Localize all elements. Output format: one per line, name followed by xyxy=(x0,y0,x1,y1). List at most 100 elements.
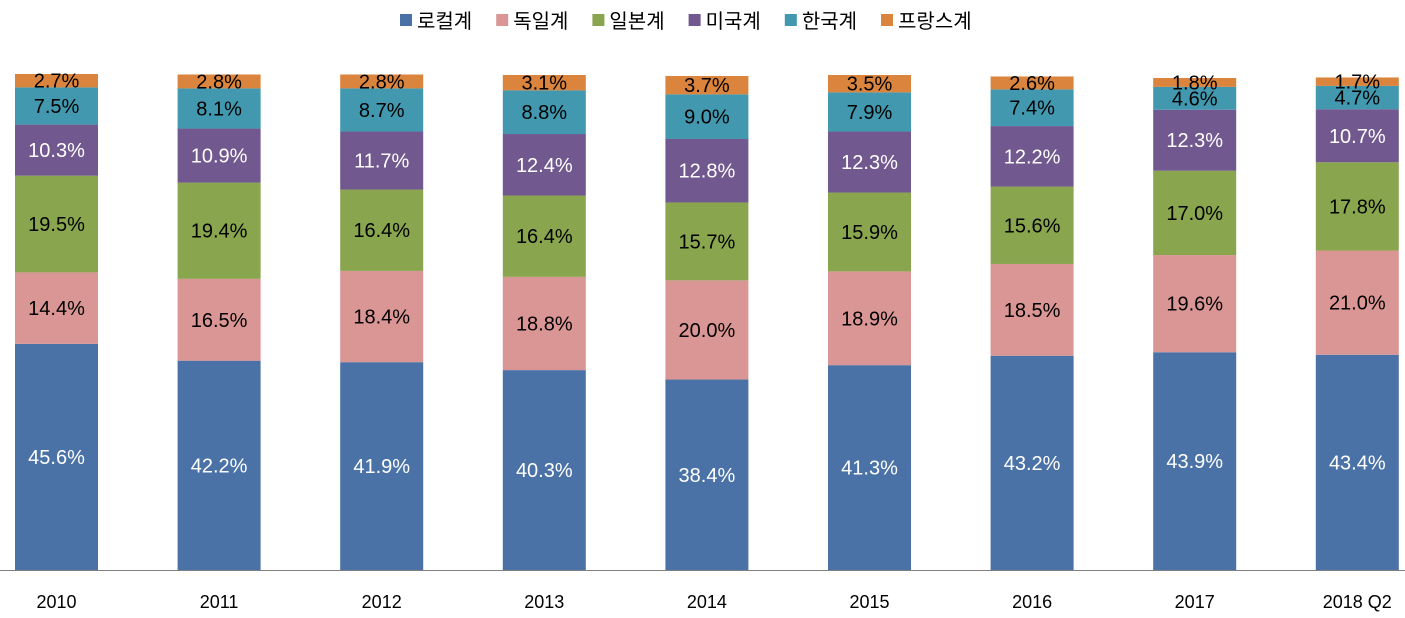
bar-segment xyxy=(828,131,911,193)
bar-segment xyxy=(1153,255,1237,353)
legend-swatch xyxy=(400,14,412,26)
data-label: 3.1% xyxy=(522,73,568,95)
data-label: 41.3% xyxy=(841,458,898,480)
data-label: 1.8% xyxy=(1172,72,1218,94)
x-tick-label: 2016 xyxy=(1012,592,1052,612)
legend-swatch xyxy=(688,14,701,26)
data-label: 2.8% xyxy=(359,71,405,93)
bar-segment xyxy=(828,192,911,272)
x-tick-label: 2017 xyxy=(1175,592,1215,612)
legend-swatch xyxy=(784,14,797,26)
bar-segment xyxy=(1315,77,1399,86)
bar-segment xyxy=(502,276,586,371)
bar-stack: 41.9% 18.4% 16.4% 11.7% 8.7% 2.8% xyxy=(340,71,424,570)
bar-segment xyxy=(502,90,586,135)
data-label: 10.3% xyxy=(28,140,85,162)
bar-segment xyxy=(502,74,586,91)
bar-segment xyxy=(15,124,98,176)
bar-stack: 41.3% 18.9% 15.9% 12.3% 7.9% 3.5% xyxy=(828,74,911,570)
data-label: 4.7% xyxy=(1335,88,1381,110)
bar-segment xyxy=(828,92,911,132)
x-tick-label: 2011 xyxy=(200,592,239,612)
data-label: 43.2% xyxy=(1004,453,1061,475)
bar-stack: 43.4% 21.0% 17.8% 10.7% 4.7%1.7% xyxy=(1315,72,1399,570)
data-label: 43.4% xyxy=(1329,452,1386,474)
x-tick-label: 2012 xyxy=(362,592,402,612)
bar-segment xyxy=(1153,86,1237,110)
data-label: 16.5% xyxy=(191,310,248,332)
bar-segment xyxy=(177,182,261,279)
data-label: 8.1% xyxy=(196,98,242,120)
bar-segment xyxy=(665,94,749,139)
data-label: 12.2% xyxy=(1004,146,1061,168)
legend-item: 로컬계 xyxy=(400,10,472,33)
bar-segment xyxy=(1315,85,1399,110)
data-label: 10.7% xyxy=(1329,126,1386,148)
data-label: 18.9% xyxy=(841,308,898,330)
bars: 45.6% 14.4% 19.5% 10.3% 7.5% 2.7% 42.2% 16.5% 19… xyxy=(15,71,1399,570)
bar-segment xyxy=(15,74,98,88)
bar-segment xyxy=(1153,77,1237,87)
data-label: 7.4% xyxy=(1009,98,1055,120)
bar-segment xyxy=(177,278,261,361)
bar-segment xyxy=(828,271,911,366)
data-label: 41.9% xyxy=(353,456,410,478)
data-label: 16.4% xyxy=(516,226,573,248)
legend-item: 미국계 xyxy=(688,10,761,33)
legend-label: 한국계 xyxy=(802,10,857,33)
bar-segment xyxy=(1315,109,1399,163)
legend-label: 로컬계 xyxy=(417,10,472,33)
bar-segment xyxy=(665,138,749,203)
data-label: 19.6% xyxy=(1166,294,1223,316)
legend-swatch xyxy=(592,14,605,26)
data-label: 15.6% xyxy=(1004,215,1061,237)
bar-segment xyxy=(1153,170,1237,256)
bar-segment xyxy=(990,126,1074,187)
x-tick-label: 2013 xyxy=(524,592,564,612)
bar-segment xyxy=(1153,352,1237,570)
bar-segment xyxy=(990,89,1074,127)
data-label: 2.6% xyxy=(1009,73,1055,95)
data-label: 45.6% xyxy=(28,447,85,469)
bar-segment xyxy=(177,360,261,570)
data-label: 17.0% xyxy=(1166,203,1223,225)
data-label: 8.8% xyxy=(522,102,568,124)
data-label: 42.2% xyxy=(191,455,248,477)
legend-label: 독일계 xyxy=(513,10,568,33)
data-label: 16.4% xyxy=(353,220,410,242)
legend: 로컬계 독일계 일본계 미국계 한국계 프랑스계 xyxy=(400,10,972,33)
bar-stack: 38.4% 20.0% 15.7% 12.8% 9.0% 3.7% xyxy=(665,75,749,570)
bar-stack: 43.9% 19.6% 17.0% 12.3% 4.6%1.8% xyxy=(1153,72,1237,570)
data-label: 19.4% xyxy=(191,221,248,243)
data-label: 12.8% xyxy=(679,161,736,183)
bar-segment xyxy=(177,128,261,183)
data-label: 3.7% xyxy=(684,75,730,97)
data-label: 20.0% xyxy=(679,320,736,342)
bar-segment xyxy=(502,195,586,277)
data-label: 15.9% xyxy=(841,222,898,244)
bar-stack: 42.2% 16.5% 19.4% 10.9% 8.1% 2.8% xyxy=(177,71,261,570)
legend-swatch xyxy=(496,14,509,26)
x-tick-label: 2010 xyxy=(36,592,76,612)
bar-segment xyxy=(177,74,261,89)
data-label: 11.7% xyxy=(354,151,409,173)
legend-label: 일본계 xyxy=(609,10,664,33)
bar-segment xyxy=(340,189,424,271)
bar-segment xyxy=(502,134,586,196)
legend-item: 독일계 xyxy=(496,10,568,33)
data-label: 7.5% xyxy=(34,96,80,118)
legend-label: 미국계 xyxy=(706,10,761,33)
x-tick-label: 2018 Q2 xyxy=(1323,592,1392,612)
data-label: 15.7% xyxy=(679,231,736,253)
bar-segment xyxy=(1153,109,1237,171)
data-label: 19.5% xyxy=(28,214,85,236)
data-label: 10.9% xyxy=(191,146,248,168)
data-label: 21.0% xyxy=(1329,293,1386,315)
bar-segment xyxy=(340,362,424,570)
x-tick-labels: 2010 2011 2012 2013 2014 2015 2016 2017 2018 Q2 xyxy=(36,592,1391,612)
legend-item: 프랑스계 xyxy=(881,10,972,33)
data-label: 8.7% xyxy=(359,100,405,122)
bar-stack: 43.2% 18.5% 15.6% 12.2% 7.4% 2.6% xyxy=(990,73,1074,570)
bar-segment xyxy=(990,355,1074,570)
